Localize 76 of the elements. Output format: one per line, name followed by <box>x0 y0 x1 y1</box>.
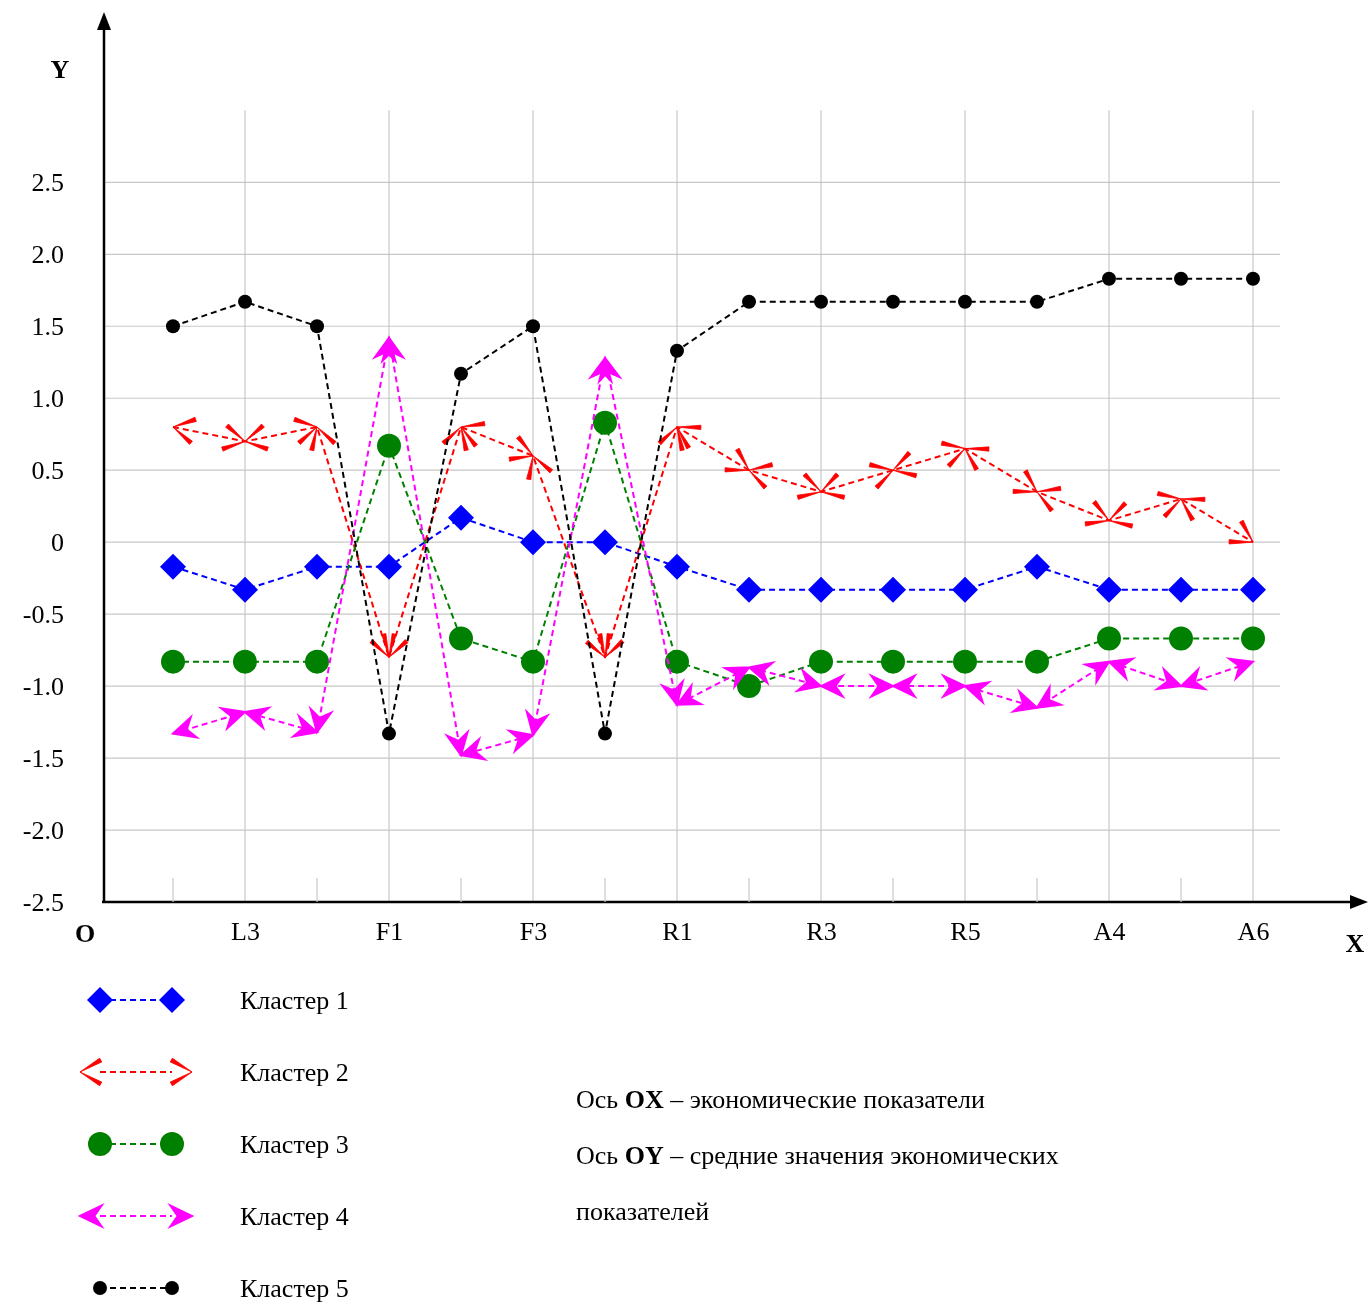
point <box>521 649 545 674</box>
point <box>377 433 401 458</box>
point <box>1241 626 1265 651</box>
text: Ось OY – средние значения экономических показателей <box>576 1141 1059 1226</box>
point <box>449 626 473 651</box>
point <box>305 649 329 674</box>
point <box>592 529 618 556</box>
point <box>670 343 684 358</box>
point <box>448 504 474 531</box>
point <box>526 319 540 334</box>
point <box>809 649 833 674</box>
y-tick-label: -0.5 <box>22 599 64 629</box>
x-tick-label: A6 <box>1237 917 1270 947</box>
point <box>598 726 612 741</box>
x-tick-label: F3 <box>519 917 548 947</box>
x-tick-label: L3 <box>231 917 260 947</box>
y-axis-title: Y <box>50 55 70 84</box>
y-tick-label: -1.0 <box>22 671 64 701</box>
point <box>310 319 324 334</box>
y-tick-label: 0.5 <box>31 456 64 486</box>
legend-label: Кластер 5 <box>240 1274 349 1303</box>
point <box>664 553 690 580</box>
point <box>880 576 906 603</box>
legend-label: Кластер 2 <box>240 1058 349 1087</box>
point <box>593 410 617 435</box>
point <box>1025 649 1049 674</box>
x-tick-label: R3 <box>806 917 837 947</box>
y-tick-label: -1.5 <box>22 743 64 773</box>
y-tick-label: 1.0 <box>31 384 64 414</box>
x-axis-title: X <box>1345 929 1365 958</box>
legend-label: Кластер 4 <box>240 1202 349 1231</box>
point <box>808 576 834 603</box>
point <box>1246 271 1260 286</box>
point <box>1096 576 1122 603</box>
y-tick-label: 0 <box>51 527 64 557</box>
point <box>1168 576 1194 603</box>
point <box>238 294 252 309</box>
legend-label: Кластер 3 <box>240 1130 349 1159</box>
point <box>233 649 257 674</box>
legend-label: Кластер 1 <box>240 986 349 1015</box>
x-tick-label: R1 <box>662 917 693 947</box>
point <box>161 649 185 674</box>
y-tick-label: 2.0 <box>31 240 64 270</box>
y-tick-label: -2.5 <box>22 887 64 917</box>
point <box>376 553 402 580</box>
y-tick-label: 2.5 <box>31 168 64 198</box>
point <box>953 649 977 674</box>
point <box>1174 271 1188 286</box>
x-tick-label: F1 <box>375 917 404 947</box>
x-tick-label: A4 <box>1093 917 1126 947</box>
point <box>454 366 468 381</box>
point <box>958 294 972 309</box>
point <box>1097 626 1121 651</box>
point <box>1102 271 1116 286</box>
point <box>382 726 396 741</box>
point <box>814 294 828 309</box>
y-tick-label: -2.0 <box>22 815 64 845</box>
point <box>736 576 762 603</box>
y-tick-label: 1.5 <box>31 312 64 342</box>
text: Ось OX – экономические показатели <box>576 1085 986 1114</box>
text: O <box>74 919 96 948</box>
point <box>166 319 180 334</box>
point <box>1169 626 1193 651</box>
point <box>160 553 186 580</box>
point <box>232 576 258 603</box>
point <box>886 294 900 309</box>
point <box>304 553 330 580</box>
point <box>952 576 978 603</box>
point <box>1030 294 1044 309</box>
point <box>742 294 756 309</box>
point <box>520 529 546 556</box>
point <box>881 649 905 674</box>
point <box>1024 553 1050 580</box>
x-tick-label: R5 <box>950 917 981 947</box>
point <box>665 649 689 674</box>
point <box>1240 576 1266 603</box>
